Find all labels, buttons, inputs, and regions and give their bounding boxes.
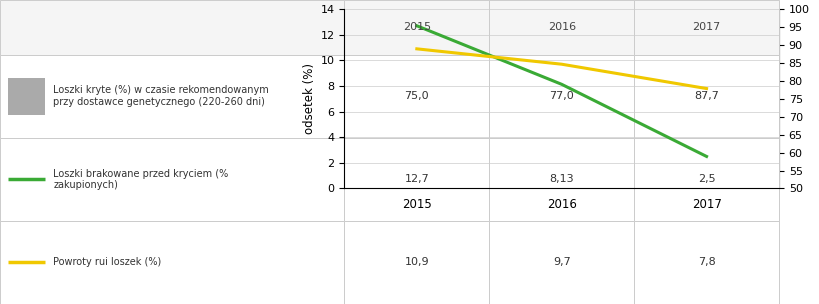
Text: Loszki brakowane przed kryciem (%
zakupionych): Loszki brakowane przed kryciem (% zakupi…	[53, 168, 229, 190]
Bar	[377, 99, 456, 304]
Text: 77,0: 77,0	[549, 91, 573, 101]
Y-axis label: odsetek (%): odsetek (%)	[303, 63, 316, 134]
Text: 2,5: 2,5	[697, 174, 714, 184]
Text: 75,0: 75,0	[387, 139, 413, 149]
Text: 77,0: 77,0	[532, 135, 557, 145]
Bar	[666, 53, 745, 304]
Text: 10,9: 10,9	[404, 257, 428, 268]
Text: 2017: 2017	[691, 22, 720, 32]
Text: 7,8: 7,8	[697, 257, 714, 268]
Bar	[521, 92, 601, 304]
Text: Loszki kryte (%) w czasie rekomendowanym
przy dostawce genetycznego (220-260 dni: Loszki kryte (%) w czasie rekomendowanym…	[53, 85, 269, 107]
Text: 2015: 2015	[402, 22, 430, 32]
Text: 2016: 2016	[547, 22, 575, 32]
Text: 87,7: 87,7	[676, 116, 702, 126]
Text: 12,7: 12,7	[404, 174, 428, 184]
Text: 8,13: 8,13	[549, 174, 573, 184]
Text: Powroty rui loszek (%): Powroty rui loszek (%)	[53, 257, 161, 268]
Text: 75,0: 75,0	[404, 91, 428, 101]
Text: 9,7: 9,7	[552, 257, 570, 268]
Text: 87,7: 87,7	[693, 91, 718, 101]
